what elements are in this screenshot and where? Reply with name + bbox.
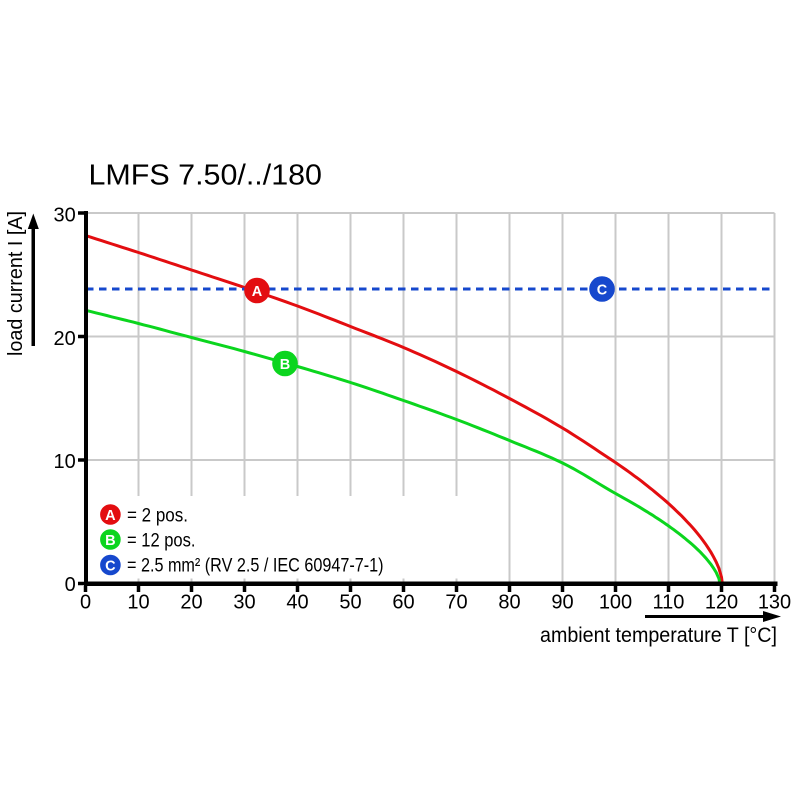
svg-text:LMFS 7.50/../180: LMFS 7.50/../180 [89,160,323,192]
svg-text:30: 30 [54,205,76,227]
svg-text:load current I [A]: load current I [A] [4,211,27,356]
svg-text:B: B [280,357,290,373]
svg-text:50: 50 [339,591,361,613]
svg-text:20: 20 [54,328,76,350]
svg-text:= 2 pos.: = 2 pos. [127,505,188,527]
svg-text:100: 100 [599,591,632,613]
svg-text:C: C [597,282,608,298]
svg-text:10: 10 [127,591,149,613]
svg-text:= 2.5 mm² (RV 2.5 / IEC 60947-: = 2.5 mm² (RV 2.5 / IEC 60947-7-1) [127,554,384,576]
svg-text:A: A [105,508,116,524]
svg-text:0: 0 [65,574,76,596]
svg-text:130: 130 [758,591,791,613]
svg-text:ambient temperature T [°C]: ambient temperature T [°C] [540,624,777,647]
svg-text:B: B [105,533,115,549]
svg-text:0: 0 [80,591,91,613]
svg-text:60: 60 [392,591,414,613]
svg-text:90: 90 [551,591,573,613]
svg-text:110: 110 [653,591,685,613]
svg-text:70: 70 [445,591,467,613]
svg-text:A: A [252,284,263,300]
svg-text:= 12 pos.: = 12 pos. [127,529,196,551]
svg-text:10: 10 [54,451,76,473]
svg-text:C: C [105,558,116,574]
svg-text:80: 80 [498,591,520,613]
svg-text:120: 120 [705,591,738,613]
svg-text:20: 20 [180,591,202,613]
svg-text:40: 40 [286,591,308,613]
svg-text:30: 30 [233,591,255,613]
